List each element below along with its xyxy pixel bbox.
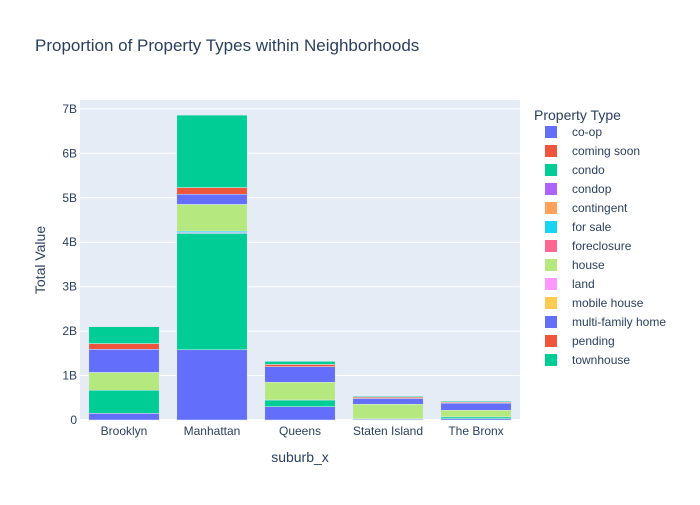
bar-segment[interactable] — [89, 372, 159, 390]
legend-label: for sale — [572, 220, 612, 234]
y-tick-label: 1B — [62, 369, 77, 383]
y-tick-label: 3B — [62, 280, 77, 294]
legend-label: land — [572, 277, 595, 291]
legend-item[interactable]: house — [545, 258, 605, 272]
bar-segment[interactable] — [441, 403, 511, 410]
bar-segment[interactable] — [89, 390, 159, 413]
legend-swatch — [545, 316, 557, 328]
legend-item[interactable]: townhouse — [545, 353, 630, 367]
legend-item[interactable]: multi-family home — [545, 315, 666, 329]
legend-item[interactable]: land — [545, 277, 595, 291]
legend-label: multi-family home — [572, 315, 666, 329]
bar-segment[interactable] — [441, 410, 511, 417]
bar-segment[interactable] — [89, 413, 159, 420]
legend-swatch — [545, 240, 557, 252]
legend-item[interactable]: foreclosure — [545, 239, 632, 253]
bar-segment[interactable] — [177, 350, 247, 420]
legend-label: townhouse — [572, 353, 630, 367]
bar-segment[interactable] — [89, 344, 159, 350]
legend-swatch — [545, 202, 557, 214]
legend-swatch — [545, 259, 557, 271]
legend-label: co-op — [572, 125, 602, 139]
legend-swatch — [545, 221, 557, 233]
bar-segment[interactable] — [177, 194, 247, 204]
bar-segment[interactable] — [177, 233, 247, 349]
x-tick-label: Queens — [279, 424, 321, 438]
legend-label: house — [572, 258, 605, 272]
bar-segment[interactable] — [89, 327, 159, 344]
x-tick-label: Staten Island — [353, 424, 423, 438]
legend-title: Property Type — [534, 107, 621, 123]
bar-segment[interactable] — [441, 401, 511, 402]
legend-label: coming soon — [572, 144, 640, 158]
bar-segment[interactable] — [353, 396, 423, 397]
x-axis-title: suburb_x — [271, 449, 329, 465]
bar-segment[interactable] — [177, 204, 247, 231]
legend-label: foreclosure — [572, 239, 632, 253]
x-tick-label: Brooklyn — [101, 424, 148, 438]
legend-item[interactable]: condop — [545, 182, 612, 196]
legend-item[interactable]: mobile house — [545, 296, 644, 310]
bar-segment[interactable] — [441, 417, 511, 419]
bar-segment[interactable] — [89, 349, 159, 372]
legend-swatch — [545, 164, 557, 176]
legend-swatch — [545, 183, 557, 195]
legend-items: co-op coming soon condo condop contingent for… — [545, 125, 666, 367]
legend-item[interactable]: contingent — [545, 201, 628, 215]
bar-segment[interactable] — [353, 398, 423, 404]
legend-swatch — [545, 335, 557, 347]
bar-segment[interactable] — [265, 400, 335, 407]
bar-segment[interactable] — [265, 361, 335, 364]
legend-item[interactable]: pending — [545, 334, 615, 348]
bar-segment[interactable] — [265, 382, 335, 400]
legend-label: pending — [572, 334, 615, 348]
legend-item[interactable]: condo — [545, 163, 605, 177]
bar-segment[interactable] — [265, 364, 335, 366]
legend-swatch — [545, 126, 557, 138]
y-tick-label: 4B — [62, 235, 77, 249]
legend[interactable]: Property Type co-op coming soon condo condo… — [534, 107, 666, 367]
bar-segment[interactable] — [177, 188, 247, 195]
legend-item[interactable]: coming soon — [545, 144, 640, 158]
x-tick-labels: Brooklyn Manhattan Queens Staten Island The … — [101, 424, 504, 438]
y-tick-label: 0 — [70, 413, 77, 427]
legend-swatch — [545, 297, 557, 309]
legend-swatch — [545, 354, 557, 366]
legend-label: contingent — [572, 201, 628, 215]
y-tick-label: 7B — [62, 102, 77, 116]
y-axis-title: Total Value — [32, 226, 48, 294]
chart-title: Proportion of Property Types within Neig… — [35, 36, 419, 55]
legend-swatch — [545, 278, 557, 290]
y-tick-label: 5B — [62, 191, 77, 205]
legend-label: mobile house — [572, 296, 644, 310]
y-tick-label: 2B — [62, 324, 77, 338]
legend-item[interactable]: for sale — [545, 220, 612, 234]
y-tick-labels: 0 1B 2B 3B 4B 5B 6B 7B — [62, 102, 77, 427]
bar-segment[interactable] — [177, 115, 247, 187]
bar-segment[interactable] — [265, 367, 335, 383]
y-tick-label: 6B — [62, 146, 77, 160]
legend-label: condo — [572, 163, 605, 177]
x-tick-label: Manhattan — [184, 424, 241, 438]
x-tick-label: The Bronx — [448, 424, 503, 438]
bar-segment[interactable] — [353, 404, 423, 419]
legend-label: condop — [572, 182, 612, 196]
legend-swatch — [545, 145, 557, 157]
legend-item[interactable]: co-op — [545, 125, 602, 139]
bar-segment[interactable] — [265, 407, 335, 420]
